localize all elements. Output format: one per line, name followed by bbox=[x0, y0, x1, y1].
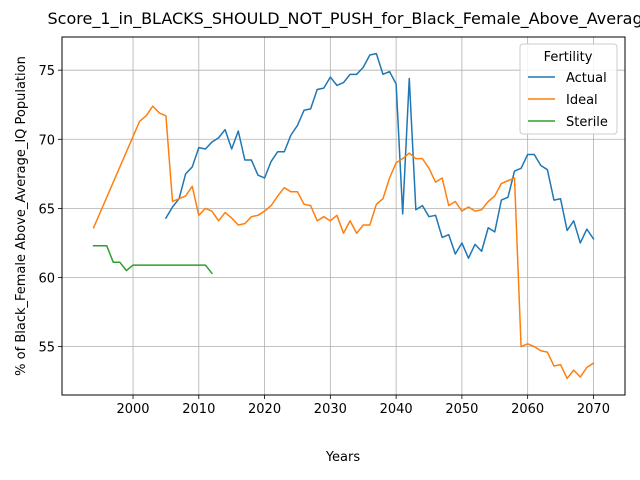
legend-title: Fertility bbox=[544, 50, 593, 65]
series-line-sterile bbox=[94, 246, 212, 274]
chart-title: Score_1_in_BLACKS_SHOULD_NOT_PUSH_for_Bl… bbox=[48, 9, 640, 29]
y-tick-label: 60 bbox=[38, 272, 55, 287]
y-tick-label: 55 bbox=[38, 341, 55, 356]
legend: Fertility Actual Ideal Sterile bbox=[520, 44, 617, 134]
x-tick-label: 2000 bbox=[116, 402, 149, 417]
x-tick-label: 2020 bbox=[248, 402, 281, 417]
y-axis-ticks: 55 60 65 70 75 bbox=[38, 64, 62, 355]
x-tick-label: 2060 bbox=[511, 402, 544, 417]
legend-label-sterile: Sterile bbox=[566, 115, 608, 130]
x-axis-label: Years bbox=[325, 450, 361, 465]
x-tick-label: 2050 bbox=[445, 402, 478, 417]
series-line-ideal bbox=[94, 106, 594, 378]
x-axis-ticks: 2000 2010 2020 2030 2040 2050 2060 2070 bbox=[116, 395, 609, 417]
series-layer bbox=[94, 54, 594, 379]
x-tick-label: 2040 bbox=[380, 402, 413, 417]
x-tick-label: 2010 bbox=[182, 402, 215, 417]
legend-label-ideal: Ideal bbox=[566, 93, 598, 108]
x-tick-label: 2030 bbox=[314, 402, 347, 417]
legend-label-actual: Actual bbox=[566, 71, 607, 86]
y-axis-label: % of Black_Female Above_Average_IQ Popul… bbox=[14, 56, 29, 376]
y-tick-label: 75 bbox=[38, 64, 55, 79]
y-tick-label: 65 bbox=[38, 202, 55, 217]
y-tick-label: 70 bbox=[38, 133, 55, 148]
x-tick-label: 2070 bbox=[577, 402, 610, 417]
